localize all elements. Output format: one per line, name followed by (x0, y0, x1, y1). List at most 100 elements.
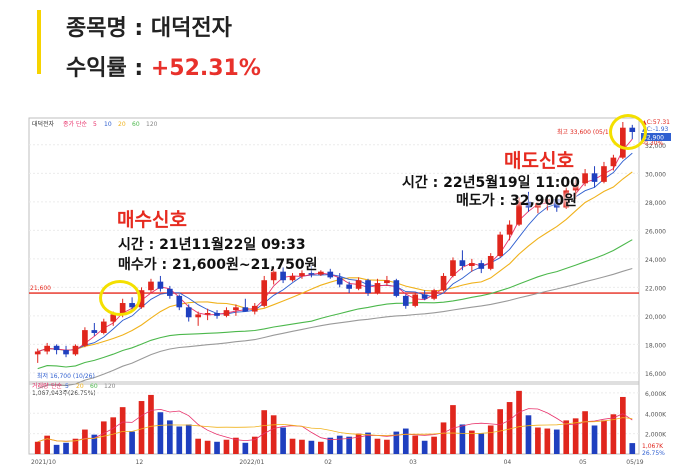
candle-body (280, 271, 286, 281)
candle-body (346, 284, 352, 289)
volume-bar (525, 415, 532, 454)
volume-bottom-pct: 26.75% (642, 450, 665, 457)
volume-bar (469, 430, 475, 454)
volume-bar (119, 407, 126, 454)
candle-body (610, 157, 617, 167)
candle-body (195, 314, 201, 318)
volume-bar (233, 437, 239, 454)
candle-body (34, 351, 41, 355)
stock-chart: 16,000 18,000 20,000 22,000 24,000 26,000 28,0… (28, 117, 671, 466)
sell-signal-highlight-circle (609, 114, 647, 150)
volume-bar (318, 441, 324, 454)
candle-body (336, 277, 343, 285)
candle-body (421, 294, 428, 299)
volume-bar (487, 425, 494, 454)
volume-bar (374, 438, 381, 454)
volume-bar (223, 439, 230, 454)
return-row: 수익률 : +52.31% (66, 50, 261, 82)
right-axis-change-up: ▲C:57.31 (642, 119, 670, 126)
volume-bar (204, 440, 211, 454)
candle-body (110, 314, 117, 322)
volume-bar (63, 442, 69, 454)
volume-ma20-line (37, 417, 633, 443)
candle-body (563, 190, 570, 208)
candle-body (138, 290, 145, 308)
candle-body (270, 271, 277, 281)
candle-body (242, 307, 249, 312)
volume-bar (176, 426, 183, 454)
volume-bar (365, 432, 371, 454)
x-axis-label: 04 (504, 459, 512, 466)
right-axis-change-down: ▲C:-1.93 (642, 126, 669, 133)
volume-tick-label: 4,000K (645, 411, 667, 418)
candle-body (251, 305, 258, 312)
volume-bar (440, 422, 447, 454)
candle-body (355, 280, 362, 289)
ma60-line (37, 239, 633, 370)
candle-body (440, 275, 447, 291)
candle-body (497, 234, 503, 256)
price-tick-label: 28,000 (645, 200, 666, 207)
candle-body (157, 281, 164, 289)
volume-bar (506, 402, 513, 454)
x-axis-label: 05/19 (626, 459, 643, 466)
candle-body (63, 350, 69, 355)
volume-bar (308, 440, 315, 454)
candle-body (261, 280, 268, 306)
candle-body (204, 313, 211, 315)
volume-bar (148, 394, 154, 454)
price-tick-label: 32,000 (645, 143, 666, 150)
candle-body (393, 280, 400, 296)
candle-body (487, 255, 494, 269)
volume-bottom-label: 1,067K (642, 443, 664, 450)
ma-legend-item: 60 (132, 121, 140, 128)
volume-bar (138, 401, 145, 454)
volume-bar (478, 433, 485, 454)
volume-bar (620, 396, 626, 454)
volume-bar (270, 415, 277, 454)
return-label: 수익률 : (66, 56, 151, 81)
candle-body (72, 345, 79, 355)
candle-body (506, 224, 513, 235)
x-axis-label: 2022/01 (239, 459, 264, 466)
volume-bar (53, 444, 60, 454)
candle-body (582, 173, 588, 184)
volume-legend-item: 20 (76, 383, 84, 390)
candle-body (318, 271, 324, 275)
volume-bar (289, 438, 296, 454)
buy-signal-highlight-circle (99, 280, 141, 316)
volume-bar (280, 427, 286, 454)
volume-legend-item: 60 (90, 383, 98, 390)
buy-signal-price: 매수가 : 21,600원~21,750원 (118, 257, 318, 273)
volume-bar (591, 425, 598, 454)
candle-body (365, 280, 371, 294)
volume-bar (544, 428, 551, 454)
volume-bar (497, 409, 503, 454)
candle-body (289, 275, 296, 281)
x-axis-label: 02 (324, 459, 332, 466)
candle-body (469, 263, 475, 266)
candle-body (525, 201, 532, 208)
x-axis-label: 12 (136, 459, 144, 466)
candle-body (431, 290, 437, 299)
candle-body (601, 166, 607, 182)
candle-body (185, 307, 192, 318)
volume-bar (601, 420, 607, 454)
candle-body (167, 288, 173, 296)
volume-bar (82, 429, 88, 454)
volume-bar (100, 421, 107, 454)
candle-body (535, 203, 541, 208)
candle-body (176, 295, 183, 308)
volume-panel-frame (28, 381, 640, 455)
return-value: +52.31% (150, 56, 261, 81)
volume-ma5-line (37, 408, 633, 443)
volume-bar (516, 390, 522, 454)
volume-bar (572, 418, 579, 454)
ma20-line (37, 171, 633, 353)
ma-legend-item: 120 (146, 121, 158, 128)
volume-bar (91, 434, 98, 454)
candle-body (572, 183, 579, 191)
candle-body (223, 310, 230, 316)
candle-body (100, 321, 107, 333)
candle-body (374, 283, 381, 294)
